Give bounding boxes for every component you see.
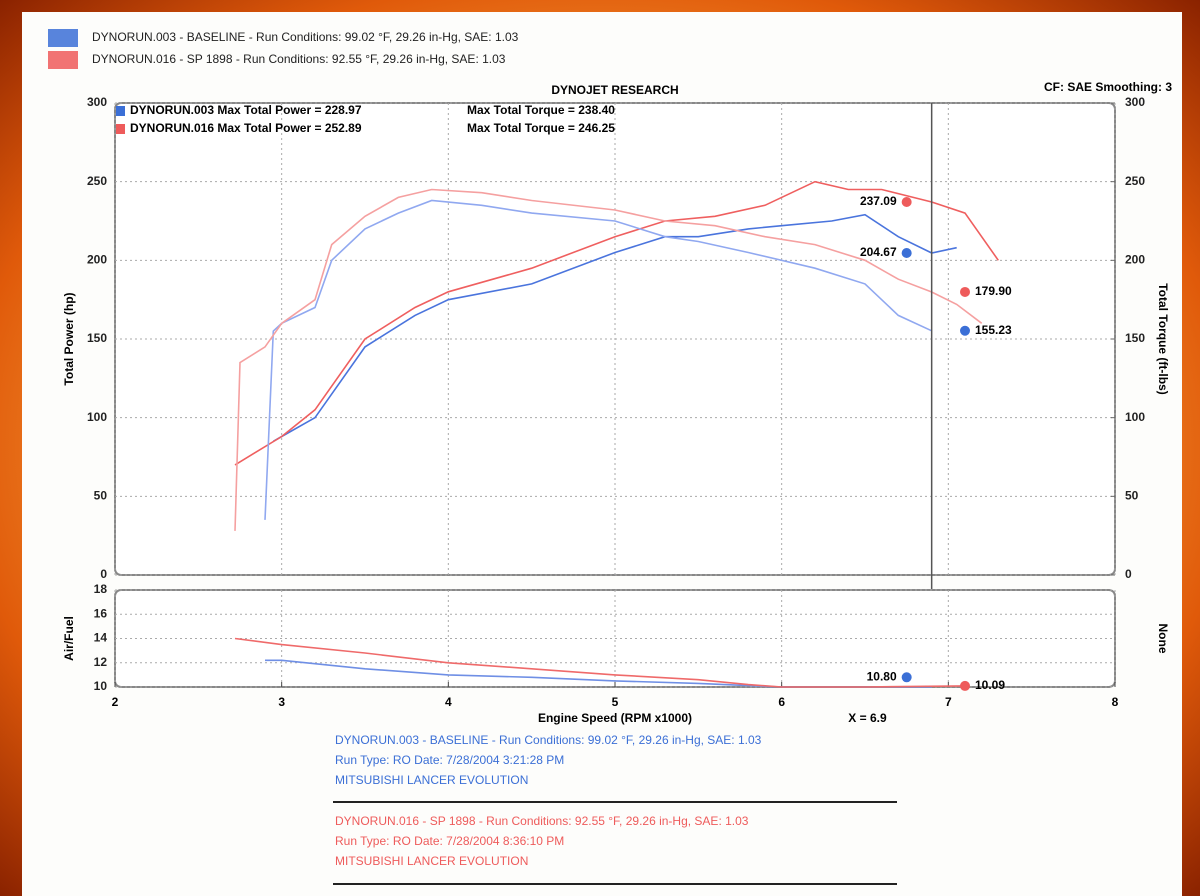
footer-text: DYNORUN.016 - SP 1898 - Run Conditions: …	[335, 814, 749, 828]
y2-tick-label: 0	[1125, 567, 1132, 581]
y-tick-label: 14	[94, 631, 108, 645]
x-tick-label: 8	[1112, 695, 1119, 709]
annotation: Max Total Torque = 246.25	[467, 121, 615, 135]
chart-title: DYNOJET RESEARCH	[551, 83, 678, 97]
screenshot: DYNORUN.003 - BASELINE - Run Conditions:…	[0, 0, 1200, 896]
annotation: DYNORUN.016 Max Total Power = 252.89	[130, 121, 362, 135]
y-tick-label: 12	[94, 655, 108, 669]
marker	[902, 248, 912, 258]
marker-label: 204.67	[860, 245, 897, 259]
x-tick-label: 4	[445, 695, 452, 709]
y-tick-label: 16	[94, 606, 108, 620]
y2-tick-label: 50	[1125, 489, 1139, 503]
marker	[960, 681, 970, 691]
marker-label: 10.09	[975, 678, 1005, 692]
x-tick-label: 7	[945, 695, 952, 709]
legend-label: DYNORUN.003 - BASELINE - Run Conditions:…	[92, 30, 519, 44]
legend-label: DYNORUN.016 - SP 1898 - Run Conditions: …	[92, 52, 506, 66]
x-tick-label: 2	[112, 695, 119, 709]
footer-text: MITSUBISHI LANCER EVOLUTION	[335, 854, 528, 868]
y2-tick-label: 100	[1125, 410, 1145, 424]
marker	[902, 672, 912, 682]
y2-tick-label: 250	[1125, 174, 1145, 188]
x-tick-label: 5	[612, 695, 619, 709]
y-tick-label: 200	[87, 253, 107, 267]
y-tick-label: 300	[87, 95, 107, 109]
marker	[960, 287, 970, 297]
y-tick-label: 18	[94, 582, 108, 596]
marker-label: 10.80	[867, 669, 897, 683]
y-tick-label: 50	[94, 489, 108, 503]
y-tick-label: 150	[87, 331, 107, 345]
marker	[960, 326, 970, 336]
x-axis-label: Engine Speed (RPM x1000)	[538, 711, 692, 725]
y2-axis-label: None	[1156, 624, 1170, 654]
footer-text: Run Type: RO Date: 7/28/2004 8:36:10 PM	[335, 834, 564, 848]
annotation: DYNORUN.003 Max Total Power = 228.97	[130, 103, 362, 117]
legend-swatch	[48, 51, 78, 69]
y2-tick-label: 200	[1125, 253, 1145, 267]
marker-label: 155.23	[975, 323, 1012, 337]
marker	[902, 197, 912, 207]
y2-tick-label: 300	[1125, 95, 1145, 109]
x-tick-label: 3	[278, 695, 285, 709]
legend-swatch	[48, 29, 78, 47]
chart: DYNORUN.003 - BASELINE - Run Conditions:…	[0, 0, 1200, 896]
marker-label: 237.09	[860, 194, 897, 208]
footer-text: MITSUBISHI LANCER EVOLUTION	[335, 773, 528, 787]
y-axis-label: Air/Fuel	[62, 616, 76, 661]
chart-subtitle: CF: SAE Smoothing: 3	[1044, 80, 1172, 94]
annotation-swatch	[116, 106, 125, 116]
y-tick-label: 10	[94, 679, 108, 693]
marker-label: 179.90	[975, 284, 1012, 298]
y-axis-label: Total Power (hp)	[62, 292, 76, 385]
annotation-swatch	[116, 124, 125, 134]
y2-tick-label: 150	[1125, 331, 1145, 345]
footer-text: Run Type: RO Date: 7/28/2004 3:21:28 PM	[335, 753, 564, 767]
y-tick-label: 100	[87, 410, 107, 424]
y2-axis-label: Total Torque (ft-lbs)	[1156, 283, 1170, 395]
cursor-label: X = 6.9	[848, 711, 887, 725]
annotation: Max Total Torque = 238.40	[467, 103, 615, 117]
footer-text: DYNORUN.003 - BASELINE - Run Conditions:…	[335, 733, 762, 747]
y-tick-label: 250	[87, 174, 107, 188]
y-tick-label: 0	[100, 567, 107, 581]
x-tick-label: 6	[778, 695, 785, 709]
